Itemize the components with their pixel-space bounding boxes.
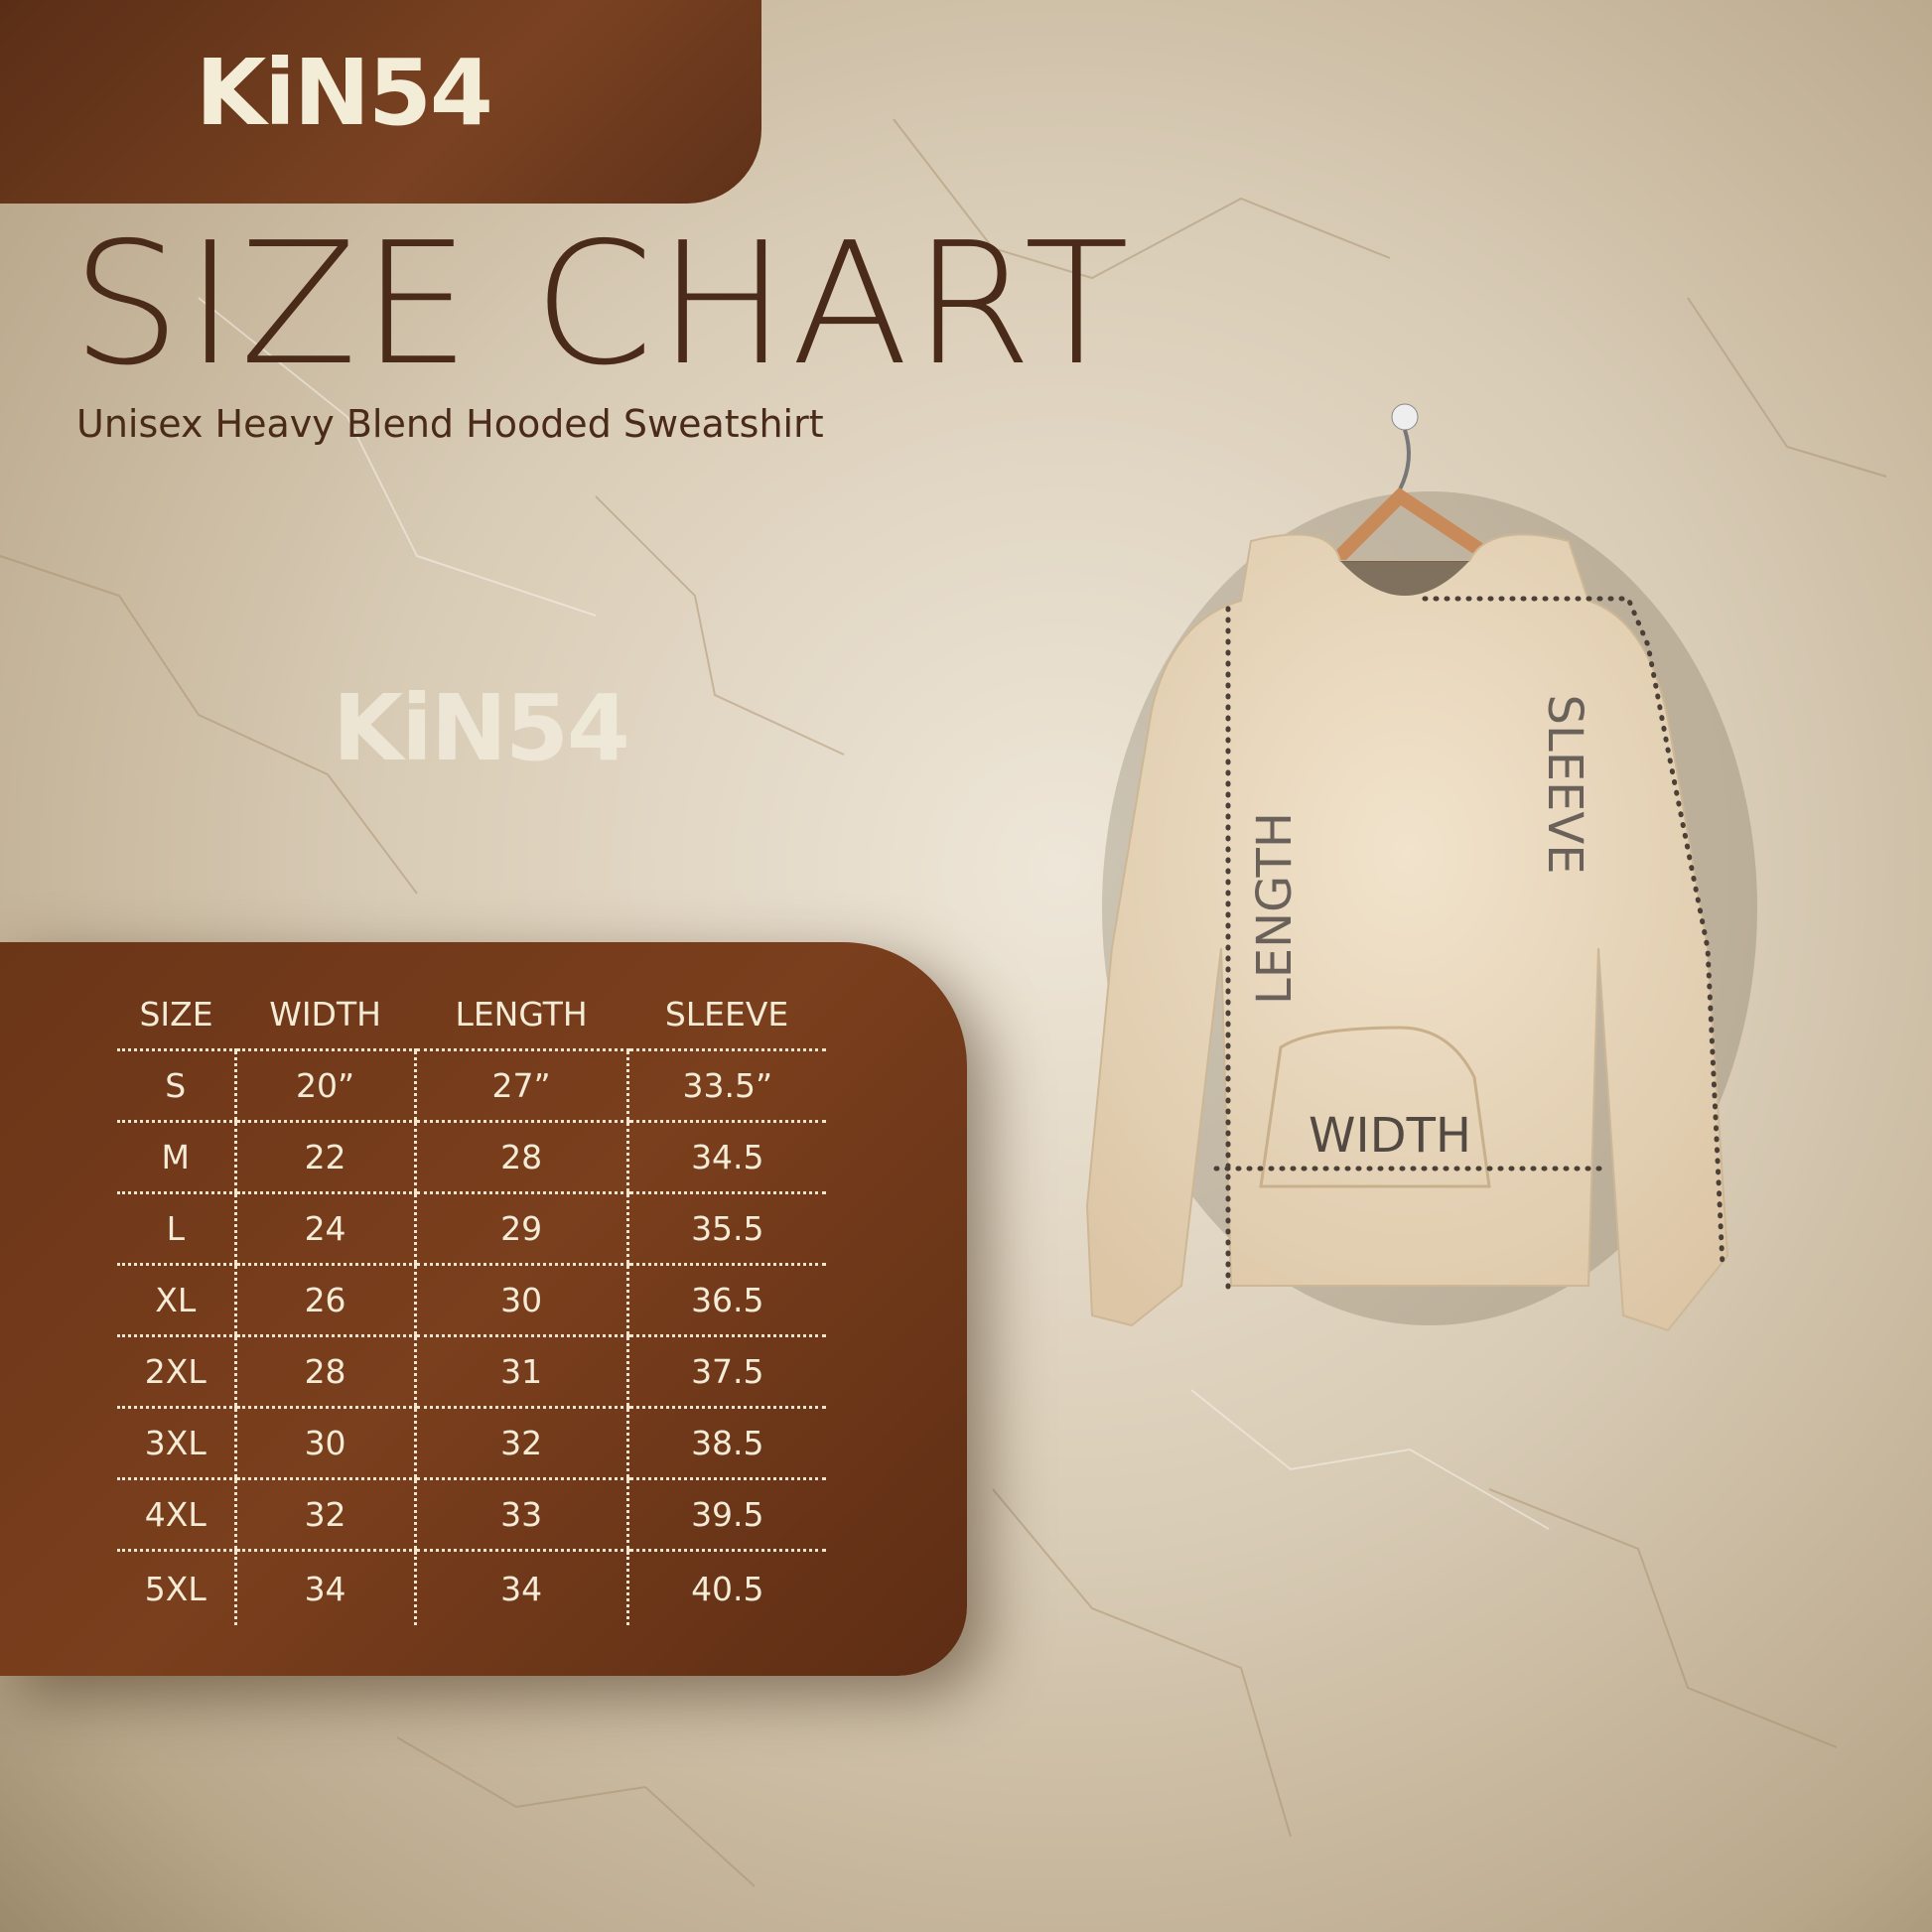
table-row: M 22 28 34.5 (117, 1121, 826, 1194)
cell-width: 30 (233, 1407, 416, 1480)
cell-length: 30 (413, 1264, 628, 1337)
cell-size: M (117, 1121, 236, 1194)
table-row: L 24 29 35.5 (117, 1192, 826, 1266)
cell-length: 28 (413, 1121, 628, 1194)
cell-sleeve: 34.5 (625, 1121, 826, 1194)
cell-sleeve: 36.5 (625, 1264, 826, 1337)
cell-length: 34 (413, 1550, 628, 1625)
table-row: 3XL 30 32 38.5 (117, 1407, 826, 1480)
cell-sleeve: 35.5 (625, 1192, 826, 1266)
brand-logo: KiN54 (196, 40, 493, 146)
cell-width: 26 (233, 1264, 416, 1337)
cell-length: 33 (413, 1478, 628, 1552)
cell-width: 28 (233, 1335, 416, 1409)
table-row: 4XL 32 33 39.5 (117, 1478, 826, 1552)
header-size: SIZE (117, 995, 236, 1051)
table-row: S 20” 27” 33.5” (117, 1049, 826, 1123)
hoodie-diagram: LENGTH SLEEVE WIDTH (1085, 403, 1757, 1332)
cell-sleeve: 39.5 (625, 1478, 826, 1552)
table-header-row: SIZE WIDTH LENGTH SLEEVE (117, 995, 826, 1051)
cell-length: 27” (413, 1049, 628, 1123)
cell-size: 4XL (117, 1478, 236, 1552)
sleeve-label: SLEEVE (1537, 694, 1592, 874)
table-row: 2XL 28 31 37.5 (117, 1335, 826, 1409)
table-row: 5XL 34 34 40.5 (117, 1550, 826, 1625)
cell-width: 22 (233, 1121, 416, 1194)
cell-size: 2XL (117, 1335, 236, 1409)
cell-width: 34 (233, 1550, 416, 1625)
hoodie-body (1085, 533, 1729, 1332)
hoodie-neck (1340, 561, 1469, 596)
size-table: SIZE WIDTH LENGTH SLEEVE S 20” 27” 33.5” M 22… (117, 995, 826, 1625)
hoodie-pocket (1259, 1026, 1491, 1188)
cell-width: 20” (233, 1049, 416, 1123)
length-label: LENGTH (1247, 812, 1303, 1005)
cell-size: S (117, 1049, 236, 1123)
hanger-icon (1325, 403, 1493, 571)
page-subtitle: Unisex Heavy Blend Hooded Sweatshirt (76, 402, 824, 446)
header-width: WIDTH (235, 995, 416, 1051)
header-sleeve: SLEEVE (627, 995, 826, 1051)
cell-size: 5XL (144, 1569, 207, 1608)
page-title: SIZE CHART (71, 207, 1134, 403)
cell-width: 24 (233, 1192, 416, 1266)
cell-sleeve: 38.5 (625, 1407, 826, 1480)
cell-size: 3XL (117, 1407, 236, 1480)
brand-watermark: KiN54 (333, 675, 630, 781)
measure-lines (1213, 596, 1725, 1294)
header-length: LENGTH (415, 995, 628, 1051)
brand-banner: KiN54 (0, 0, 761, 204)
cell-length: 32 (413, 1407, 628, 1480)
cell-size: XL (117, 1264, 236, 1337)
cell-sleeve: 33.5” (625, 1049, 826, 1123)
table-row: XL 26 30 36.5 (117, 1264, 826, 1337)
cell-sleeve: 37.5 (625, 1335, 826, 1409)
width-label: WIDTH (1309, 1108, 1471, 1164)
cell-sleeve: 40.5 (625, 1550, 826, 1625)
cell-length: 29 (413, 1192, 628, 1266)
cell-width: 32 (233, 1478, 416, 1552)
size-table-panel: SIZE WIDTH LENGTH SLEEVE S 20” 27” 33.5” M 22… (0, 942, 967, 1676)
cell-length: 31 (413, 1335, 628, 1409)
cell-size: L (117, 1192, 236, 1266)
